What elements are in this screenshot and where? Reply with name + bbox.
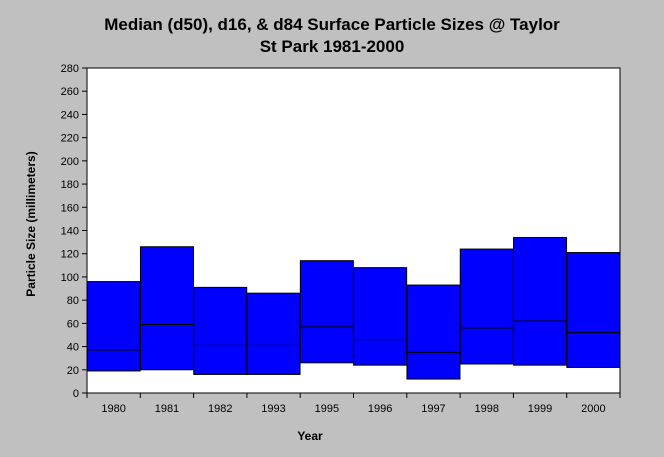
chart-title-line-1: Median (d50), d16, & d84 Surface Particl… <box>104 15 560 34</box>
x-axis-title: Year <box>297 429 323 443</box>
range-bar-2000 <box>566 252 621 368</box>
y-tick-label: 60 <box>67 318 79 330</box>
x-tick-label: 1997 <box>421 403 445 415</box>
bars <box>86 236 621 380</box>
range-bar-1993 <box>246 292 301 375</box>
y-tick-label: 220 <box>61 133 79 145</box>
y-tick-label: 0 <box>73 388 79 400</box>
range-bar-1996 <box>353 267 408 366</box>
range-bar-1999 <box>513 236 568 366</box>
x-tick-label: 1996 <box>368 403 392 415</box>
x-tick-label: 1993 <box>261 403 285 415</box>
x-tick-label: 2000 <box>581 403 605 415</box>
range-bar-1998 <box>459 248 514 365</box>
x-tick-label: 1999 <box>528 403 552 415</box>
y-axis: 0 20 40 60 80 100 120 140 160 180 200 220 240 260 280 <box>61 63 87 400</box>
x-tick-label: 1981 <box>155 403 179 415</box>
range-bar-1995 <box>299 260 354 364</box>
y-tick-label: 180 <box>61 179 79 191</box>
y-tick-label: 80 <box>67 295 79 307</box>
y-tick-label: 140 <box>61 226 79 238</box>
x-axis: 1980 1981 1982 1993 1995 1996 1997 1998 1999 2000 <box>86 393 621 415</box>
y-axis-title: Particle Size (millimeters) <box>24 151 38 296</box>
y-tick-label: 120 <box>61 249 79 261</box>
y-tick-label: 20 <box>67 365 79 377</box>
x-tick-label: 1982 <box>208 403 232 415</box>
range-bar-1980 <box>86 281 141 372</box>
y-tick-label: 160 <box>61 202 79 214</box>
range-bar-1997 <box>406 284 461 380</box>
y-tick-label: 280 <box>61 63 79 75</box>
chart-title-line-2: St Park 1981-2000 <box>259 37 405 56</box>
x-tick-label: 1995 <box>315 403 339 415</box>
y-tick-label: 200 <box>61 156 79 168</box>
y-tick-label: 40 <box>67 342 79 354</box>
y-tick-label: 240 <box>61 109 79 121</box>
y-tick-label: 100 <box>61 272 79 284</box>
x-tick-label: 1998 <box>475 403 499 415</box>
y-tick-label: 260 <box>61 86 79 98</box>
chart-title: Median (d50), d16, & d84 Surface Particl… <box>0 14 664 58</box>
range-bar-1982 <box>193 286 248 375</box>
range-bar-1981 <box>139 246 194 371</box>
x-tick-label: 1980 <box>101 403 125 415</box>
